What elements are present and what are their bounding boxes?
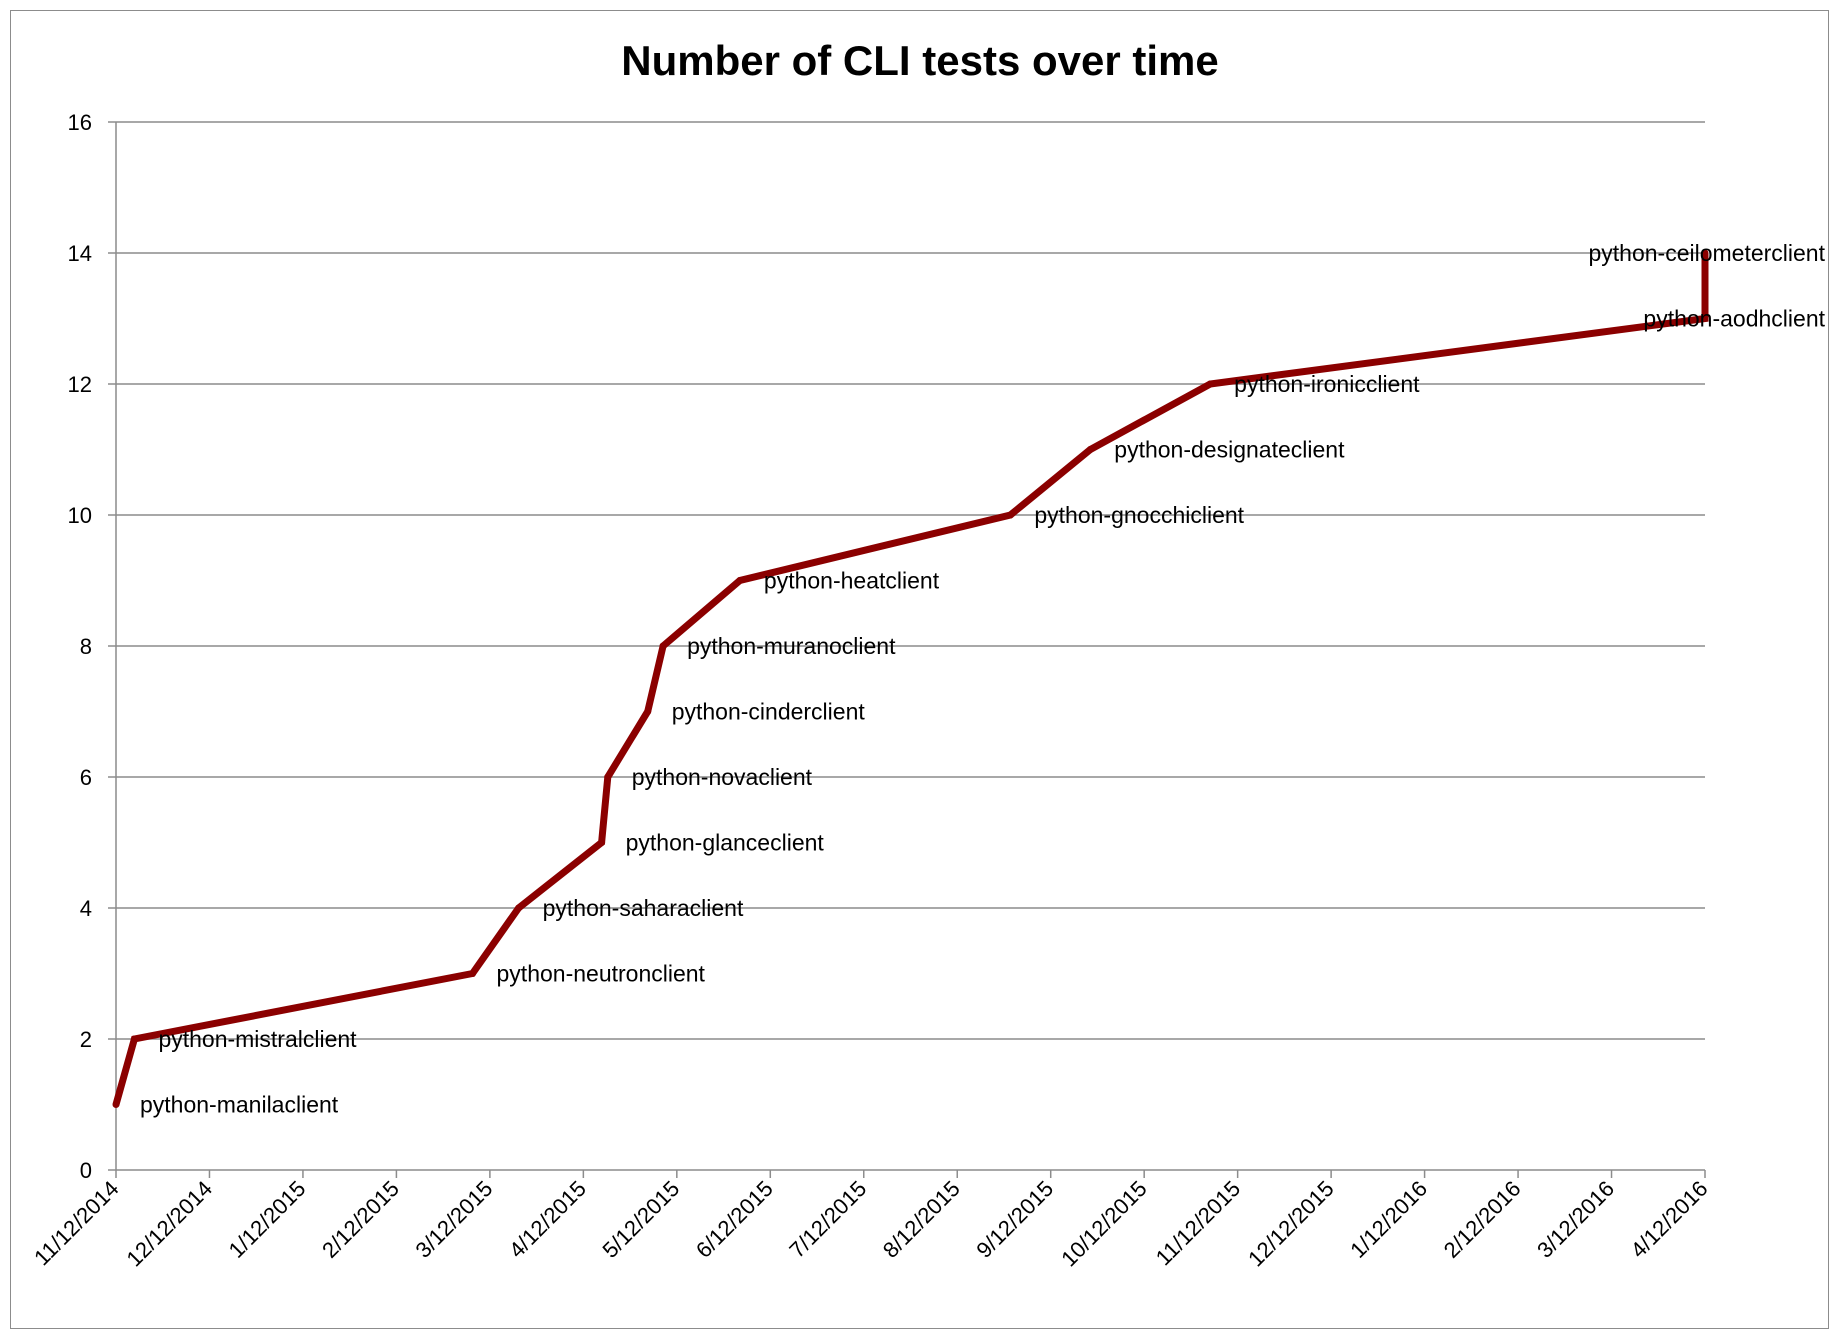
chart-frame — [10, 10, 1829, 1329]
data-point — [515, 904, 523, 912]
y-tick-label: 4 — [80, 896, 92, 921]
y-tick-label: 0 — [80, 1158, 92, 1183]
y-tick-labels: 0 2 4 6 8 10 12 14 16 — [68, 110, 92, 1183]
y-tick-label: 10 — [68, 503, 92, 528]
x-tick-label: 4/12/2016 — [1626, 1176, 1713, 1263]
x-tick-label: 10/12/2015 — [1056, 1176, 1152, 1272]
point-label: python-cinderclient — [672, 699, 866, 725]
point-label: python-ceilometerclient — [1588, 240, 1825, 266]
x-tick-label: 4/12/2015 — [504, 1176, 591, 1263]
data-point — [1701, 249, 1709, 257]
data-point — [598, 839, 606, 846]
data-point — [112, 1101, 120, 1108]
x-tick-label: 9/12/2015 — [971, 1176, 1058, 1263]
point-label: python-novaclient — [632, 764, 813, 790]
x-tick-label: 3/12/2016 — [1532, 1176, 1619, 1263]
y-tick-label: 6 — [80, 765, 92, 790]
data-point — [1701, 315, 1709, 322]
x-tick-label: 3/12/2015 — [411, 1176, 498, 1263]
point-label: python-mistralclient — [158, 1026, 357, 1052]
point-label: python-neutronclient — [497, 961, 706, 987]
x-tick-label: 11/12/2015 — [1151, 1176, 1245, 1270]
x-tick-label: 11/12/2014 — [29, 1176, 123, 1270]
x-tick-label: 1/12/2015 — [224, 1176, 311, 1263]
x-tick-label: 2/12/2016 — [1439, 1176, 1526, 1263]
y-tick-label: 8 — [80, 634, 92, 659]
y-tick-label: 14 — [68, 241, 92, 266]
x-tick-label: 12/12/2015 — [1243, 1176, 1339, 1272]
point-label: python-ironicclient — [1234, 371, 1420, 397]
data-point — [1206, 380, 1214, 388]
point-label: python-muranoclient — [687, 633, 896, 659]
data-point — [1086, 446, 1094, 453]
x-tick-label: 8/12/2015 — [878, 1176, 965, 1263]
x-tick-label: 12/12/2014 — [121, 1176, 217, 1272]
data-point — [659, 642, 667, 650]
x-tick-label: 2/12/2015 — [317, 1176, 404, 1263]
data-point — [130, 1035, 138, 1043]
grid-lines — [116, 121, 1705, 1040]
point-label: python-manilaclient — [140, 1092, 339, 1118]
x-tick-label: 7/12/2015 — [784, 1176, 871, 1263]
axes — [108, 121, 1706, 1178]
y-tick-label: 12 — [68, 372, 92, 397]
point-label: python-heatclient — [764, 568, 940, 594]
x-tick-label: 1/12/2016 — [1345, 1176, 1432, 1263]
y-tick-label: 16 — [68, 110, 92, 135]
chart-title: Number of CLI tests over time — [621, 37, 1218, 84]
data-point — [736, 577, 744, 584]
data-point — [469, 970, 477, 977]
point-label: python-gnocchiclient — [1034, 502, 1244, 528]
data-point — [644, 708, 652, 715]
x-tick-label: 6/12/2015 — [691, 1176, 778, 1263]
series-line — [112, 253, 1709, 1106]
point-label: python-aodhclient — [1643, 306, 1825, 332]
series-group — [112, 249, 1709, 1108]
point-label: python-glanceclient — [626, 830, 825, 856]
annotation-labels: python-manilaclient python-mistralclient p… — [140, 240, 1826, 1118]
point-label: python-saharaclient — [543, 895, 744, 921]
x-tick-label: 5/12/2015 — [597, 1176, 684, 1263]
data-point — [1006, 511, 1014, 519]
y-tick-label: 2 — [80, 1027, 92, 1052]
data-point — [604, 773, 612, 781]
point-label: python-designateclient — [1114, 437, 1345, 463]
